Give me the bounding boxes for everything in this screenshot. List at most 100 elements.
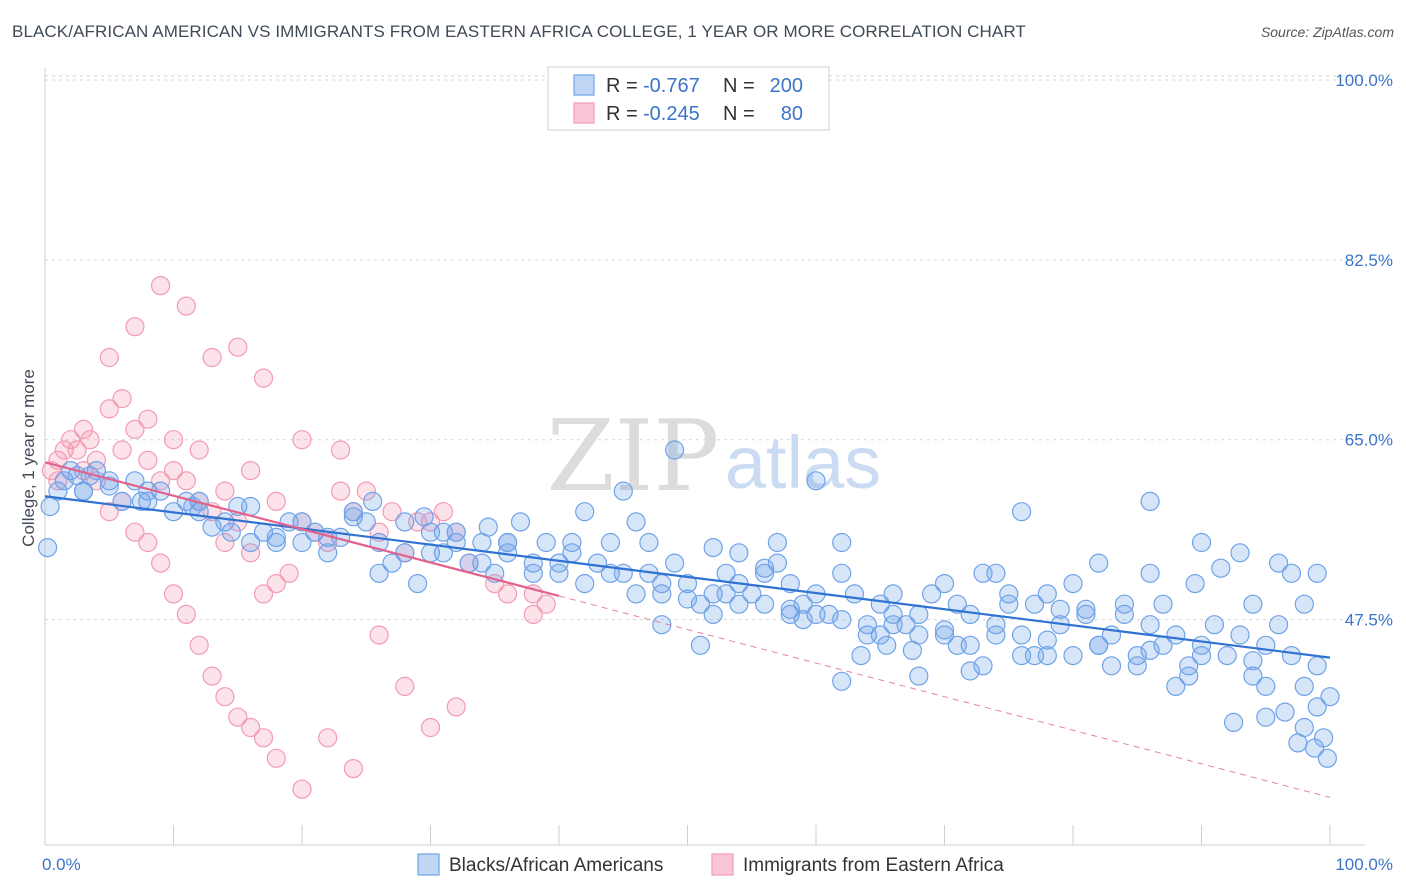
blacks-point-168 xyxy=(523,563,543,583)
blacks-point-171 xyxy=(677,589,698,609)
blacks-point-121 xyxy=(1037,584,1057,604)
blacks-point-69 xyxy=(883,584,903,604)
blacks-point-104 xyxy=(1317,748,1338,768)
blacks-point-94 xyxy=(1204,615,1225,635)
immigrants-point-71 xyxy=(266,491,286,511)
blacks-point-53 xyxy=(677,573,698,594)
immigrants-point-75 xyxy=(498,584,518,604)
blacks-point-179 xyxy=(1089,635,1109,655)
blacks-point-152 xyxy=(343,507,363,527)
immigrants-point-78 xyxy=(48,471,68,491)
blacks-point-131 xyxy=(1275,702,1295,722)
blacks-point-2 xyxy=(54,471,74,491)
series-blacks-points xyxy=(37,440,1340,768)
blacks-point-71 xyxy=(909,604,929,625)
blacks-point-148 xyxy=(549,553,569,573)
immigrants-point-8 xyxy=(99,399,119,419)
immigrants-point-76 xyxy=(523,604,543,625)
immigrants-point-19 xyxy=(241,543,261,563)
blacks-point-102 xyxy=(1307,697,1327,717)
blacks-point-95 xyxy=(1217,645,1237,666)
blacks-point-213 xyxy=(973,656,993,676)
immigrants-point-46 xyxy=(292,779,312,799)
blacks-point-193 xyxy=(562,543,582,563)
legend-r-label-2: R = xyxy=(606,103,638,125)
immigrants-point-41 xyxy=(215,687,235,707)
immigrants-point-65 xyxy=(433,502,453,522)
blacks-point-55 xyxy=(703,604,723,625)
immigrants-point-10 xyxy=(125,419,145,439)
series-legend: Blacks/African Americans Immigrants from… xyxy=(417,853,1004,876)
blacks-point-107 xyxy=(806,471,826,491)
blacks-point-135 xyxy=(1223,712,1244,733)
blacks-point-88 xyxy=(1127,645,1147,666)
blacks-point-204 xyxy=(1211,558,1231,578)
blacks-point-182 xyxy=(1243,651,1263,671)
blacks-point-177 xyxy=(986,625,1006,645)
immigrants-point-70 xyxy=(241,461,261,481)
bottom-legend-swatch-pink xyxy=(711,853,734,876)
immigrants-point-66 xyxy=(138,450,158,470)
blacks-point-208 xyxy=(1050,599,1070,619)
legend-swatch-pink xyxy=(573,102,595,124)
immigrants-point-47 xyxy=(318,728,338,748)
blacks-point-184 xyxy=(909,666,929,686)
immigrants-point-4 xyxy=(67,440,87,460)
blacks-point-46 xyxy=(587,553,608,573)
watermark-zip: ZIP xyxy=(547,400,720,514)
immigrants-point-44 xyxy=(253,728,274,748)
immigrants-point-22 xyxy=(279,563,299,583)
trend-line-blacks xyxy=(44,495,1331,659)
blacks-point-27 xyxy=(343,502,363,522)
blacks-point-201 xyxy=(1179,666,1199,686)
blacks-point-196 xyxy=(793,609,813,630)
blacks-point-50 xyxy=(639,532,659,553)
immigrants-point-62 xyxy=(356,481,376,501)
blacks-point-175 xyxy=(883,615,903,635)
blacks-point-87 xyxy=(1114,604,1135,625)
trend-lines xyxy=(44,461,1331,798)
blacks-point-158 xyxy=(73,481,94,501)
y-tick-labels: 100.0% 82.5% 65.0% 47.5% xyxy=(1335,71,1393,630)
blacks-point-188 xyxy=(478,517,498,537)
immigrants-point-43 xyxy=(241,717,261,738)
x-tick-labels: 0.0% 100.0% xyxy=(42,855,1393,874)
blacks-point-126 xyxy=(1268,553,1289,573)
blacks-point-162 xyxy=(221,522,241,542)
blacks-point-89 xyxy=(1140,615,1160,635)
immigrants-point-63 xyxy=(382,502,402,522)
blacks-point-111 xyxy=(1230,543,1250,563)
immigrants-point-12 xyxy=(151,471,171,491)
stats-legend: R = -0.767 N = 200 R = -0.245 N = 80 xyxy=(547,66,830,131)
trend-line-immigrants-extension xyxy=(558,595,1331,798)
blacks-point-205 xyxy=(1114,594,1135,614)
blacks-point-159 xyxy=(48,481,68,501)
blacks-point-21 xyxy=(266,532,286,553)
blacks-point-129 xyxy=(1307,656,1327,676)
series-immigrants-points xyxy=(41,276,556,799)
y-axis-label: College, 1 year or more xyxy=(19,369,38,547)
blacks-point-174 xyxy=(832,609,852,630)
bottom-legend-immigrants: Immigrants from Eastern Africa xyxy=(743,855,1004,876)
blacks-point-169 xyxy=(575,573,595,594)
immigrants-point-6 xyxy=(80,430,100,450)
blacks-point-72 xyxy=(921,584,942,604)
blacks-point-151 xyxy=(395,512,415,532)
immigrants-point-40 xyxy=(202,666,222,686)
bottom-legend-swatch-blue xyxy=(417,853,440,876)
blacks-point-186 xyxy=(754,558,775,578)
blacks-point-25 xyxy=(318,543,338,563)
legend-r-label-1: R = xyxy=(606,75,638,97)
blacks-point-191 xyxy=(433,522,453,542)
legend-n-value-2: 80 xyxy=(781,103,803,125)
blacks-point-130 xyxy=(1320,687,1340,707)
blacks-point-98 xyxy=(1256,635,1276,655)
blacks-point-154 xyxy=(241,496,261,517)
blacks-point-202 xyxy=(1256,676,1276,697)
blacks-point-19 xyxy=(241,532,261,553)
blacks-point-31 xyxy=(395,543,415,563)
blacks-point-203 xyxy=(1185,573,1205,594)
blacks-point-30 xyxy=(382,553,402,573)
blacks-point-73 xyxy=(934,573,955,594)
y-tick-label-1: 82.5% xyxy=(1345,251,1393,270)
